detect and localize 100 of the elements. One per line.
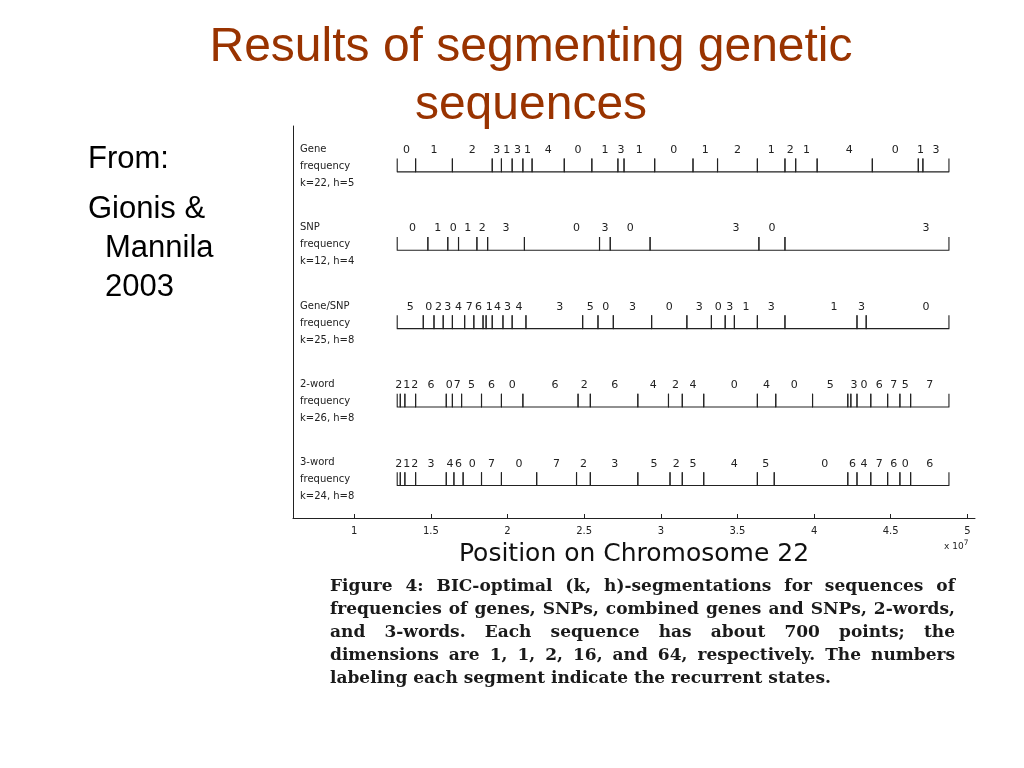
annotation: 0 [402,143,410,157]
annotation: 1 [767,143,775,157]
annotation: 6 [848,456,856,470]
annotation: 0 [670,143,678,157]
annotation: 0 [860,378,868,392]
annotation: 6 [890,456,898,470]
annotation: 1 [403,378,411,392]
annotation: 4 [763,378,771,392]
y-tick-label: Gene frequency k=22, h=5 [300,142,355,188]
annotation: 0 [714,299,722,313]
annotation: 3 [767,299,775,313]
x-axis-title: Position on Chromosome 22 [458,537,810,567]
bar [922,157,950,173]
annotation: 3 [850,378,858,392]
annotation: 5 [901,378,909,392]
annotation: 4 [730,456,738,470]
annotation: 6 [926,456,934,470]
bar [396,471,401,487]
y-tick-label: SNP frequency k=12, h=4 [300,221,355,267]
annotation: 0 [922,299,930,313]
annotation: 3 [444,299,452,313]
annotation: 1 [802,143,810,157]
annotation: 3 [502,221,510,235]
annotation: 0 [574,143,582,157]
annotation: 0 [602,299,610,313]
annotation: 1 [464,221,472,235]
annotation: 1 [601,143,609,157]
annotation: 3 [695,299,703,313]
annotation: 2 [478,221,486,235]
annotation: 0 [508,378,516,392]
annotation: 3 [628,299,636,313]
annotation: 6 [875,378,883,392]
annotation: 6 [455,456,463,470]
annotation: 2 [579,456,587,470]
annotation: 0 [468,456,476,470]
annotation: 2 [395,378,403,392]
annotation: 6 [487,378,495,392]
y-tick-label: 3-word frequency k=24, h=8 [300,456,355,502]
x-tick-label: 5 [964,524,971,536]
annotation: 1 [503,143,511,157]
annotation: 3 [427,456,435,470]
annotation: 0 [768,221,776,235]
annotation: 4 [845,143,853,157]
annotation: 2 [672,456,680,470]
x-tick-label: 1.5 [422,524,439,536]
annotation: 0 [901,456,909,470]
annotation: 4 [494,299,502,313]
x-tick-label: 4.5 [882,524,899,536]
annotation: 1 [830,299,838,313]
annotation: 5 [468,378,476,392]
annotation: 3 [617,143,625,157]
annotation: 3 [858,299,866,313]
x-tick-label: 2 [504,524,511,536]
annotation: 6 [551,378,559,392]
annotation: 3 [732,221,740,235]
annotation: 4 [649,378,657,392]
annotation: 4 [455,299,463,313]
annotation: 3 [726,299,734,313]
annotation: 1 [485,299,493,313]
annotation: 3 [514,143,522,157]
annotation: 1 [635,143,643,157]
annotation: 6 [427,378,435,392]
annotation: 0 [573,221,581,235]
annotation: 3 [932,143,940,157]
annotation: 0 [515,456,523,470]
annotation: 4 [689,378,697,392]
annotation: 3 [504,299,512,313]
annotation: 7 [487,456,495,470]
annotation: 1 [430,143,438,157]
annotation: 5 [689,456,697,470]
annotation: 7 [465,299,473,313]
annotation: 3 [922,221,930,235]
text: x 10$^{7}$ [944,538,969,551]
y-tick-label: 2-word frequency k=26, h=8 [300,377,355,423]
annotation: 6 [474,299,482,313]
annotation: 2 [580,378,588,392]
annotation: 4 [515,299,523,313]
annotation: 0 [409,221,417,235]
annotation: 4 [446,456,454,470]
annotation: 2 [435,299,443,313]
annotation: 7 [875,456,883,470]
annotation: 3 [556,299,564,313]
annotation: 0 [821,456,829,470]
annotation: 1 [742,299,750,313]
x-tick-label: 4 [810,524,818,536]
annotation: 2 [786,143,794,157]
annotation: 4 [544,143,552,157]
annotation: 4 [860,456,868,470]
annotation: 7 [453,378,461,392]
annotation: 0 [445,378,453,392]
annotation: 3 [601,221,609,235]
annotation: 2 [733,143,741,157]
annotation: 5 [826,378,834,392]
annotation: 1 [403,456,411,470]
annotation: 2 [411,378,419,392]
annotation: 0 [790,378,798,392]
annotation: 3 [493,143,501,157]
annotation: 3 [611,456,619,470]
annotation: 5 [762,456,770,470]
annotation: 0 [425,299,433,313]
